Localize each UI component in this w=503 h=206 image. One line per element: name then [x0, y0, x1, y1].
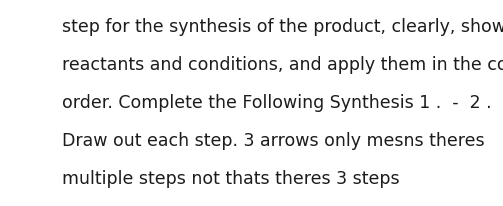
Text: order. Complete the Following Synthesis 1 .  -  2 .  -  3 .  -: order. Complete the Following Synthesis … [62, 94, 503, 111]
Text: Draw out each step. 3 arrows only mesns theres: Draw out each step. 3 arrows only mesns … [62, 131, 484, 149]
Text: reactants and conditions, and apply them in the correct: reactants and conditions, and apply them… [62, 56, 503, 74]
Text: multiple steps not thats theres 3 steps: multiple steps not thats theres 3 steps [62, 169, 399, 187]
Text: step for the synthesis of the product, clearly, show all: step for the synthesis of the product, c… [62, 18, 503, 36]
